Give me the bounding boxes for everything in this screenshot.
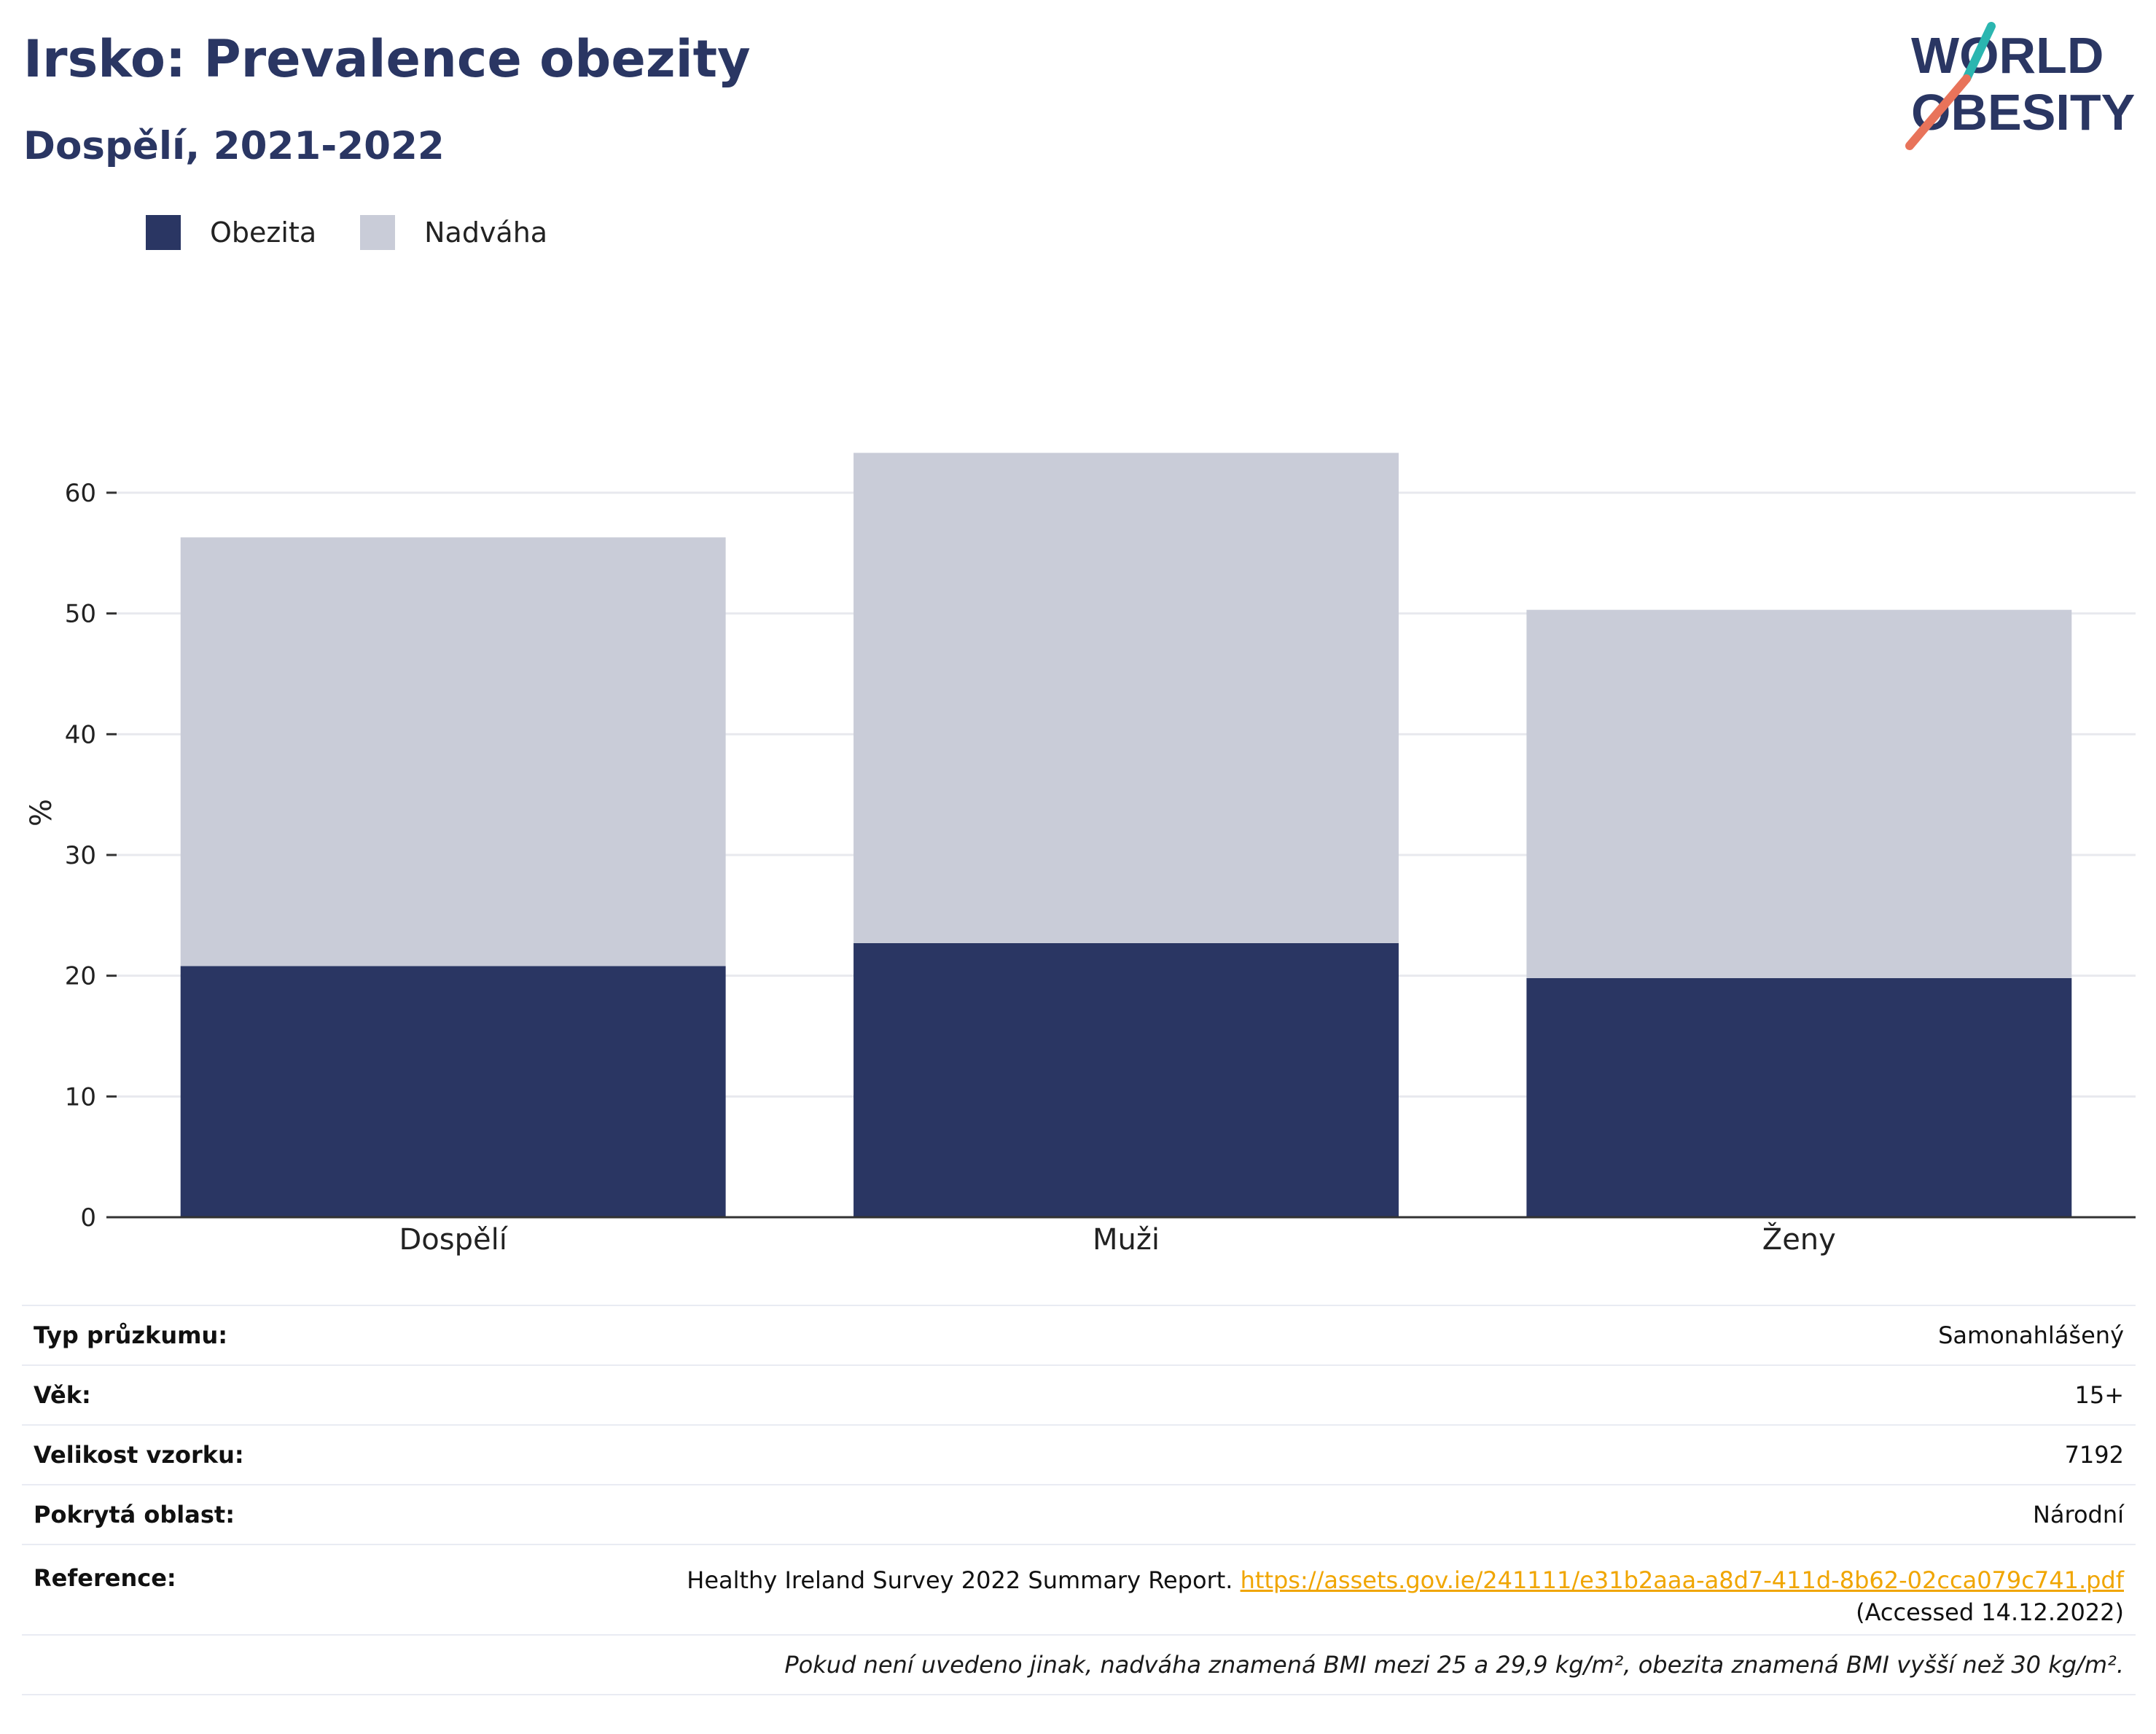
survey-type-label: Typ průzkumu: (22, 1305, 555, 1365)
y-tick-label: 0 (80, 1203, 96, 1233)
info-row-survey-type: Typ průzkumu: Samonahlášený (22, 1305, 2136, 1365)
legend-label-nadvaha: Nadváha (424, 216, 548, 249)
area-label: Pokrytá oblast: (22, 1484, 555, 1544)
x-category-label: Ženy (1762, 1222, 1836, 1257)
legend-swatch-nadvaha (360, 215, 396, 250)
world-obesity-logo: WORLD OBESITY (1905, 22, 2135, 150)
legend-swatch-obezita (146, 215, 181, 250)
x-category-label: Dospělí (399, 1223, 508, 1257)
info-row-area: Pokrytá oblast: Národní (22, 1484, 2136, 1544)
x-category-label: Muži (1093, 1223, 1160, 1257)
logo-slash-teal (1962, 22, 1996, 83)
reference-text: Healthy Ireland Survey 2022 Summary Repo… (687, 1566, 1233, 1594)
age-label: Věk: (22, 1364, 555, 1425)
reference-accessed: (Accessed 14.12.2022) (1856, 1598, 2124, 1626)
y-tick-label: 40 (65, 720, 96, 749)
logo-slash-coral (1905, 74, 1971, 150)
y-tick-label: 10 (65, 1082, 96, 1112)
survey-info-table: Typ průzkumu: Samonahlášený Věk: 15+ Vel… (22, 1305, 2136, 1695)
info-row-note: Pokud není uvedeno jinak, nadváha znamen… (22, 1634, 2136, 1695)
reference-link[interactable]: https://assets.gov.ie/241111/e31b2aaa-a8… (1240, 1566, 2124, 1594)
area-value: Národní (555, 1484, 2136, 1544)
logo-line-1: WORLD (1911, 27, 2104, 84)
chart-legend: Obezita Nadváha (146, 215, 591, 250)
bar-obezita-0 (180, 966, 726, 1217)
logo-line-2: OBESITY (1911, 84, 2135, 141)
bar-nadvaha-1 (854, 453, 1399, 943)
legend-label-obezita: Obezita (210, 216, 317, 249)
stacked-bar-chart: 0 10 20 30 40 50 60% Dospělí Muži Ženy (25, 453, 2136, 1257)
chart-subtitle: Dospělí, 2021-2022 (23, 124, 445, 168)
sample-size-label: Velikost vzorku: (22, 1424, 555, 1485)
survey-type-value: Samonahlášený (555, 1305, 2136, 1365)
reference-value: Healthy Ireland Survey 2022 Summary Repo… (555, 1544, 2136, 1635)
y-tick-label: 60 (65, 479, 96, 508)
bar-nadvaha-0 (180, 537, 726, 966)
y-tick-label: 50 (65, 600, 96, 629)
y-axis-label: % (25, 799, 58, 827)
info-row-age: Věk: 15+ (22, 1364, 2136, 1425)
y-tick-label: 20 (65, 962, 96, 991)
bar-obezita-2 (1526, 977, 2072, 1217)
legend-item-obezita[interactable]: Obezita (146, 215, 316, 250)
info-row-sample-size: Velikost vzorku: 7192 (22, 1424, 2136, 1485)
sample-size-value: 7192 (555, 1424, 2136, 1485)
chart-title: Irsko: Prevalence obezity (23, 29, 751, 89)
bar-nadvaha-2 (1526, 609, 2072, 978)
y-tick-label: 30 (65, 841, 96, 870)
legend-item-nadvaha[interactable]: Nadváha (360, 215, 547, 250)
bar-obezita-1 (854, 942, 1399, 1217)
info-row-reference: Reference: Healthy Ireland Survey 2022 S… (22, 1544, 2136, 1635)
definition-note: Pokud není uvedeno jinak, nadváha znamen… (22, 1634, 2136, 1695)
age-value: 15+ (555, 1364, 2136, 1425)
reference-label: Reference: (22, 1544, 555, 1635)
